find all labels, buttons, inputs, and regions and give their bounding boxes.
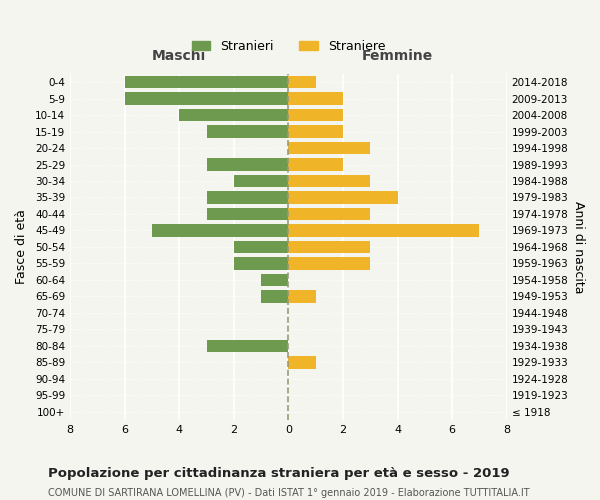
Text: Femmine: Femmine	[362, 49, 433, 63]
Bar	[234, 258, 289, 270]
Bar	[206, 192, 289, 203]
Bar	[261, 290, 289, 302]
Bar	[289, 126, 343, 138]
Bar	[289, 76, 316, 88]
Text: Maschi: Maschi	[152, 49, 206, 63]
Bar	[289, 92, 343, 104]
Y-axis label: Anni di nascita: Anni di nascita	[572, 200, 585, 293]
Bar	[179, 109, 289, 121]
Bar	[289, 142, 370, 154]
Bar	[261, 274, 289, 286]
Bar	[206, 158, 289, 170]
Bar	[234, 241, 289, 253]
Bar	[206, 208, 289, 220]
Bar	[206, 340, 289, 352]
Text: COMUNE DI SARTIRANA LOMELLINA (PV) - Dati ISTAT 1° gennaio 2019 - Elaborazione T: COMUNE DI SARTIRANA LOMELLINA (PV) - Dat…	[48, 488, 530, 498]
Bar	[289, 175, 370, 187]
Bar	[125, 76, 289, 88]
Legend: Stranieri, Straniere: Stranieri, Straniere	[187, 35, 390, 58]
Bar	[289, 258, 370, 270]
Bar	[289, 158, 343, 170]
Bar	[289, 356, 316, 368]
Bar	[289, 290, 316, 302]
Bar	[289, 192, 398, 203]
Bar	[289, 241, 370, 253]
Bar	[152, 224, 289, 236]
Bar	[234, 175, 289, 187]
Text: Popolazione per cittadinanza straniera per età e sesso - 2019: Popolazione per cittadinanza straniera p…	[48, 468, 509, 480]
Y-axis label: Fasce di età: Fasce di età	[15, 210, 28, 284]
Bar	[125, 92, 289, 104]
Bar	[289, 109, 343, 121]
Bar	[289, 224, 479, 236]
Bar	[289, 208, 370, 220]
Bar	[206, 126, 289, 138]
